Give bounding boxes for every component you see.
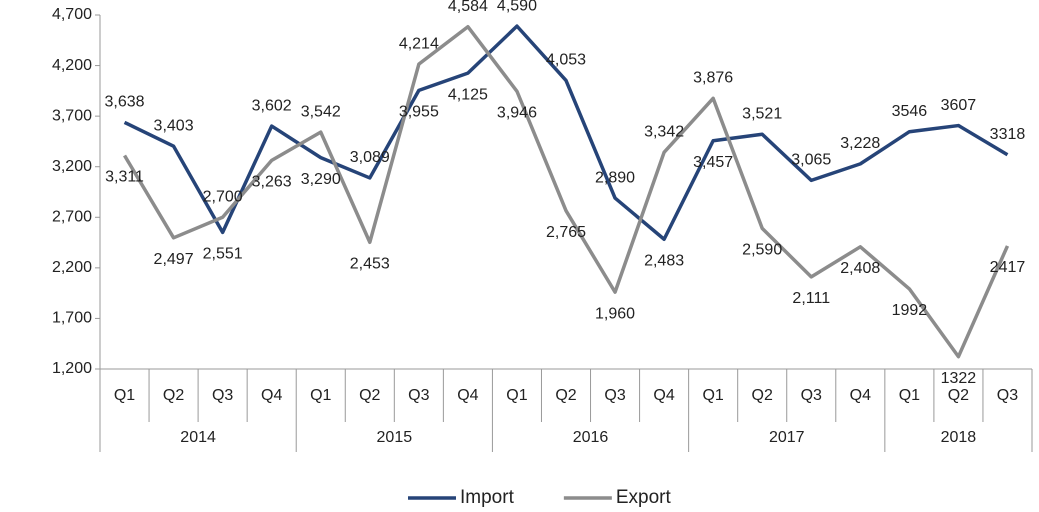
x-tick-label: Q3 — [801, 387, 822, 404]
x-tick-label: Q4 — [850, 387, 871, 404]
data-label: 2,111 — [792, 290, 830, 307]
y-tick-label: 3,700 — [52, 107, 92, 124]
data-label: 2,890 — [595, 169, 635, 186]
data-label: 3,457 — [693, 154, 733, 171]
data-label: 2,590 — [742, 242, 782, 259]
y-tick-label: 4,700 — [52, 6, 92, 23]
y-tick-label: 4,200 — [52, 57, 92, 74]
line-import — [123, 24, 1009, 241]
data-label: 4,584 — [448, 0, 488, 15]
data-label: 3,403 — [154, 117, 194, 134]
x-tick-label: Q1 — [702, 387, 723, 404]
data-label: 4,214 — [399, 35, 439, 52]
data-label: 2,483 — [644, 252, 684, 269]
x-tick-label: Q2 — [555, 387, 576, 404]
data-label: 3,342 — [644, 124, 684, 141]
data-label: 1,960 — [595, 305, 635, 322]
data-label: 3,602 — [252, 97, 292, 114]
x-tick-label: Q3 — [997, 387, 1018, 404]
x-tick-label: Q1 — [899, 387, 920, 404]
group-label: 2016 — [573, 429, 609, 446]
x-tick-label: Q2 — [948, 387, 969, 404]
data-label: 2,700 — [203, 189, 243, 206]
data-label: 3,290 — [301, 171, 341, 188]
data-label: 2,551 — [203, 246, 243, 263]
data-label: 3,228 — [840, 135, 880, 152]
data-label: 3,876 — [693, 70, 733, 87]
y-tick-label: 3,200 — [52, 158, 92, 175]
data-label: 2,497 — [154, 251, 194, 268]
data-label: 3,521 — [742, 105, 782, 122]
y-tick-label: 2,700 — [52, 209, 92, 226]
x-tick-label: Q4 — [653, 387, 674, 404]
data-label: 3,311 — [105, 169, 144, 186]
data-label: 3607 — [941, 97, 977, 114]
data-label: 3,542 — [301, 103, 341, 120]
data-label: 4,125 — [448, 86, 488, 103]
data-label: 3,955 — [399, 104, 439, 121]
data-label: 3,638 — [105, 94, 145, 111]
group-label: 2018 — [941, 429, 977, 446]
data-label: 2,453 — [350, 255, 390, 272]
x-tick-label: Q3 — [604, 387, 625, 404]
data-label: 3,263 — [252, 174, 292, 191]
x-tick-label: Q1 — [114, 387, 135, 404]
data-label: 3,089 — [350, 149, 390, 166]
x-tick-label: Q4 — [457, 387, 478, 404]
legend-label: Export — [616, 487, 672, 508]
data-label: 3546 — [892, 103, 928, 120]
data-label: 4,590 — [497, 0, 537, 14]
data-label: 2417 — [990, 259, 1026, 276]
x-tick-label: Q2 — [752, 387, 773, 404]
group-label: 2017 — [769, 429, 805, 446]
x-tick-label: Q3 — [408, 387, 429, 404]
group-label: 2015 — [377, 429, 413, 446]
x-tick-label: Q1 — [310, 387, 331, 404]
y-tick-label: 1,200 — [52, 360, 92, 377]
data-label: 4,053 — [546, 52, 586, 69]
line-export — [123, 24, 1010, 359]
x-tick-label: Q3 — [212, 387, 233, 404]
data-label: 3,946 — [497, 104, 537, 121]
data-label: 2,765 — [546, 224, 586, 241]
data-label: 1992 — [892, 302, 928, 319]
x-tick-label: Q2 — [163, 387, 184, 404]
data-label: 1322 — [941, 370, 977, 387]
data-label: 2,408 — [840, 260, 880, 277]
y-tick-label: 1,700 — [52, 310, 92, 327]
group-label: 2014 — [180, 429, 216, 446]
x-tick-label: Q4 — [261, 387, 282, 404]
data-label: 3,065 — [791, 152, 831, 169]
x-tick-label: Q1 — [506, 387, 527, 404]
x-tick-label: Q2 — [359, 387, 380, 404]
legend-label: Import — [460, 487, 515, 508]
data-label: 3318 — [990, 126, 1026, 143]
y-tick-label: 2,200 — [52, 259, 92, 276]
